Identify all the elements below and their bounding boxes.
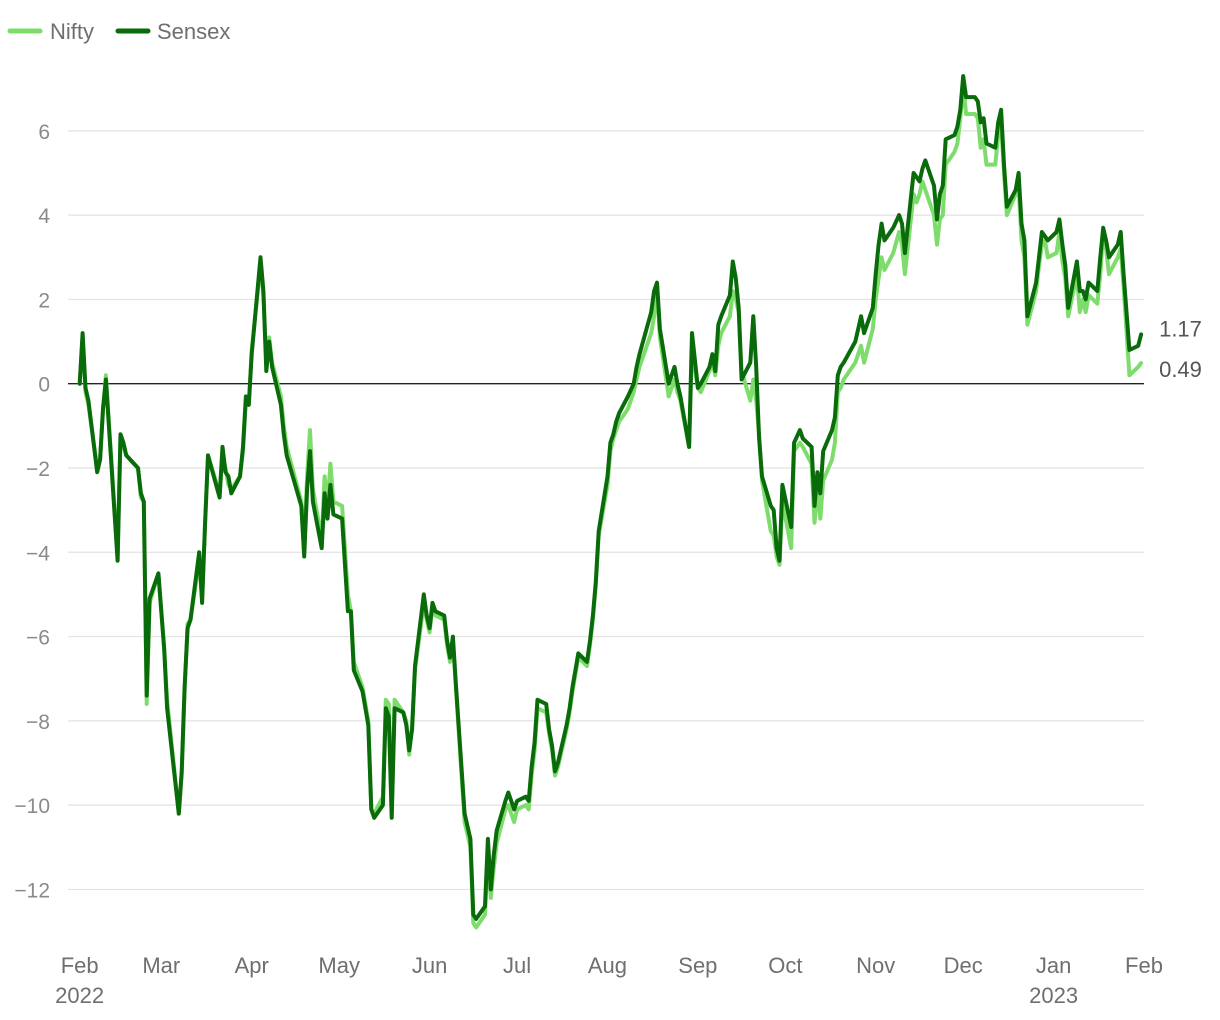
- x-tick-year-label: 2023: [1029, 983, 1078, 1008]
- y-tick-label: 4: [38, 205, 50, 228]
- legend-label-nifty: Nifty: [50, 19, 94, 44]
- end-label-nifty: 0.49: [1159, 357, 1202, 382]
- x-tick-label: Nov: [856, 953, 895, 978]
- x-tick-label: Apr: [235, 953, 269, 978]
- x-tick-label: Jun: [412, 953, 447, 978]
- series: [77, 74, 1144, 930]
- y-tick-label: −6: [26, 627, 50, 650]
- x-tick-label: Feb: [61, 953, 99, 978]
- series-line-sensex[interactable]: [77, 74, 1144, 921]
- y-axis: 6 4 2 0 −2 −4 −6 −8 −10 −12: [14, 121, 50, 903]
- x-tick-label: Aug: [588, 953, 627, 978]
- legend-item-sensex[interactable]: Sensex: [115, 19, 230, 44]
- x-tick-year-label: 2022: [55, 983, 104, 1008]
- x-tick-label: Jul: [503, 953, 531, 978]
- x-tick-label: Feb: [1125, 953, 1163, 978]
- legend-item-nifty[interactable]: Nifty: [7, 19, 94, 44]
- y-tick-label: −4: [26, 542, 50, 565]
- y-tick-label: 6: [38, 121, 50, 144]
- y-tick-label: −2: [26, 458, 50, 481]
- y-tick-label: 0: [38, 374, 50, 397]
- end-labels: 0.49 1.17: [1159, 316, 1202, 382]
- series-line-nifty[interactable]: [77, 82, 1144, 930]
- x-tick-label: Jan: [1036, 953, 1071, 978]
- x-tick-label: May: [318, 953, 360, 978]
- x-tick-label: Sep: [678, 953, 717, 978]
- x-tick-label: Dec: [944, 953, 983, 978]
- end-label-sensex: 1.17: [1159, 316, 1202, 341]
- x-tick-label: Oct: [768, 953, 802, 978]
- gridlines: [68, 130, 1144, 891]
- legend: Nifty Sensex: [7, 19, 230, 44]
- x-tick-label: Mar: [142, 953, 180, 978]
- y-tick-label: −8: [26, 711, 50, 734]
- x-axis: Feb 2022 Mar Apr May Jun Jul Aug Sep Oct Nov Dec Jan…: [55, 953, 1163, 1008]
- y-tick-label: −12: [14, 879, 50, 902]
- y-tick-label: 2: [38, 289, 50, 312]
- legend-label-sensex: Sensex: [157, 19, 230, 44]
- y-tick-label: −10: [14, 795, 50, 818]
